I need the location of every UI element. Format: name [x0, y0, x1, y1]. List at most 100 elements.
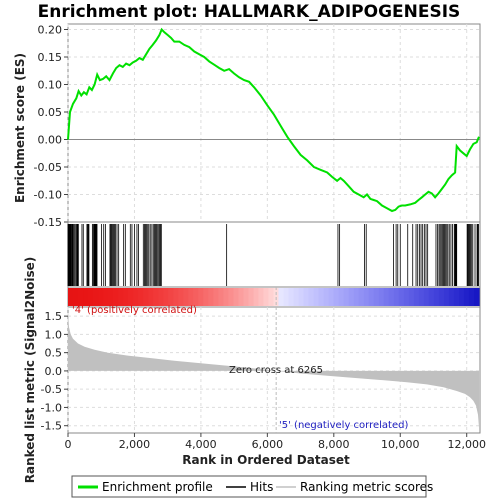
metric-y-tick-label: 1.0 [45, 328, 63, 341]
es-panel: -0.15 -0.10 -0.05 0.00 0.05 0.10 0.15 0.20 Enri… [13, 23, 481, 229]
heat-segment [118, 288, 124, 306]
heat-segment [438, 288, 445, 306]
heat-segment [213, 288, 219, 306]
es-y-tick-label: 0.15 [38, 51, 63, 64]
heat-segment [153, 288, 159, 306]
heat-segment [283, 288, 290, 306]
x-tick-label: 0 [65, 438, 72, 451]
heat-segment [203, 288, 209, 306]
es-y-tick-label: -0.15 [34, 216, 62, 229]
metric-y-axis-label: Ranked list metric (Signal2Noise) [23, 257, 37, 484]
heat-segment [383, 288, 390, 306]
es-y-tick-label: 0.05 [38, 106, 63, 119]
heat-segment [83, 288, 89, 306]
heat-segment [413, 288, 420, 306]
legend-enrichment-label: Enrichment profile [102, 480, 213, 494]
heat-segment [178, 288, 184, 306]
heat-segment [308, 288, 315, 306]
heat-segment [448, 288, 455, 306]
heat-segment [133, 288, 139, 306]
hits-area [67, 221, 481, 288]
heat-segment [303, 288, 310, 306]
heat-segment [98, 288, 104, 306]
x-tick-label: 2,000 [119, 438, 151, 451]
heat-segment [388, 288, 395, 306]
heat-segment [428, 288, 435, 306]
rank-heat-panel [67, 286, 481, 308]
heat-segment [313, 288, 320, 306]
heat-segment [348, 288, 355, 306]
ranking-metric-area [68, 312, 479, 428]
hits-panel [67, 221, 481, 288]
enrichment-profile-line [67, 27, 480, 213]
metric-y-tick-label: 0.5 [45, 347, 63, 360]
x-axis-label: Rank in Ordered Dataset [182, 453, 350, 467]
es-y-ticks: -0.15 -0.10 -0.05 0.00 0.05 0.10 0.15 0.20 [34, 24, 68, 229]
metric-panel: -1.5 -1.0 -0.5 0.0 0.5 1.0 1.5 '4' (positively… [23, 257, 481, 484]
heat-segment [243, 288, 250, 306]
es-grid [67, 24, 480, 223]
heat-segment [408, 288, 415, 306]
heat-segment [143, 288, 149, 306]
heat-segment [148, 288, 154, 306]
heat-segment [208, 288, 214, 306]
heat-segment [288, 288, 295, 306]
heat-segment [108, 288, 114, 306]
heat-segment [248, 288, 255, 306]
heat-segment [333, 288, 340, 306]
legend-metric-label: Ranking metric scores [300, 480, 433, 494]
heat-segment [433, 288, 440, 306]
heat-segment [368, 288, 375, 306]
heat-segment [318, 288, 325, 306]
heat-segment [263, 288, 270, 306]
x-tick-label: 12,000 [447, 438, 486, 451]
x-tick-label: 10,000 [381, 438, 420, 451]
heat-segment [353, 288, 360, 306]
x-tick-label: 4,000 [185, 438, 217, 451]
heat-segment [188, 288, 194, 306]
heat-segment [373, 288, 380, 306]
heat-segment [183, 288, 189, 306]
heat-segment [363, 288, 370, 306]
heat-segment [323, 288, 330, 306]
heat-segment [88, 288, 94, 306]
heat-segment [233, 288, 240, 306]
heat-segment [423, 288, 430, 306]
legend-hits-label: Hits [250, 480, 273, 494]
es-y-tick-label: 0.10 [38, 79, 63, 92]
heat-segment [163, 288, 169, 306]
es-y-tick-label: 0.00 [38, 134, 63, 147]
heat-segment [173, 288, 179, 306]
heat-segment [358, 288, 365, 306]
heat-segment [463, 288, 470, 306]
heat-segment [443, 288, 450, 306]
zero-cross-label: Zero cross at 6265 [229, 365, 323, 376]
es-y-tick-label: -0.05 [34, 161, 62, 174]
heat-segment [103, 288, 109, 306]
heat-segment [238, 288, 245, 306]
es-y-axis-label: Enrichment score (ES) [13, 53, 27, 203]
x-tick-label: 6,000 [252, 438, 284, 451]
heat-segment [78, 288, 84, 306]
chart-title: Enrichment plot: HALLMARK_ADIPOGENESIS [38, 2, 461, 22]
heat-segment [228, 288, 235, 306]
heat-segment [218, 288, 224, 306]
heat-segment [123, 288, 129, 306]
metric-y-tick-label: -1.0 [41, 401, 62, 414]
metric-y-tick-label: -0.5 [41, 383, 62, 396]
heat-segment [393, 288, 400, 306]
legend: Enrichment profile Hits Ranking metric s… [71, 475, 433, 498]
rank-heat-bar [68, 288, 480, 306]
negative-correlation-label: '5' (negatively correlated) [279, 420, 408, 431]
heat-segment [418, 288, 425, 306]
es-y-tick-label: 0.20 [38, 24, 63, 37]
heat-segment [278, 288, 285, 306]
metric-y-tick-label: 1.5 [45, 310, 63, 323]
heat-segment [398, 288, 405, 306]
heat-segment [468, 288, 475, 306]
hit-marks [67, 224, 480, 286]
es-plot-area [67, 23, 481, 223]
metric-y-tick-label: -1.5 [41, 420, 62, 433]
heat-segment [473, 288, 480, 306]
